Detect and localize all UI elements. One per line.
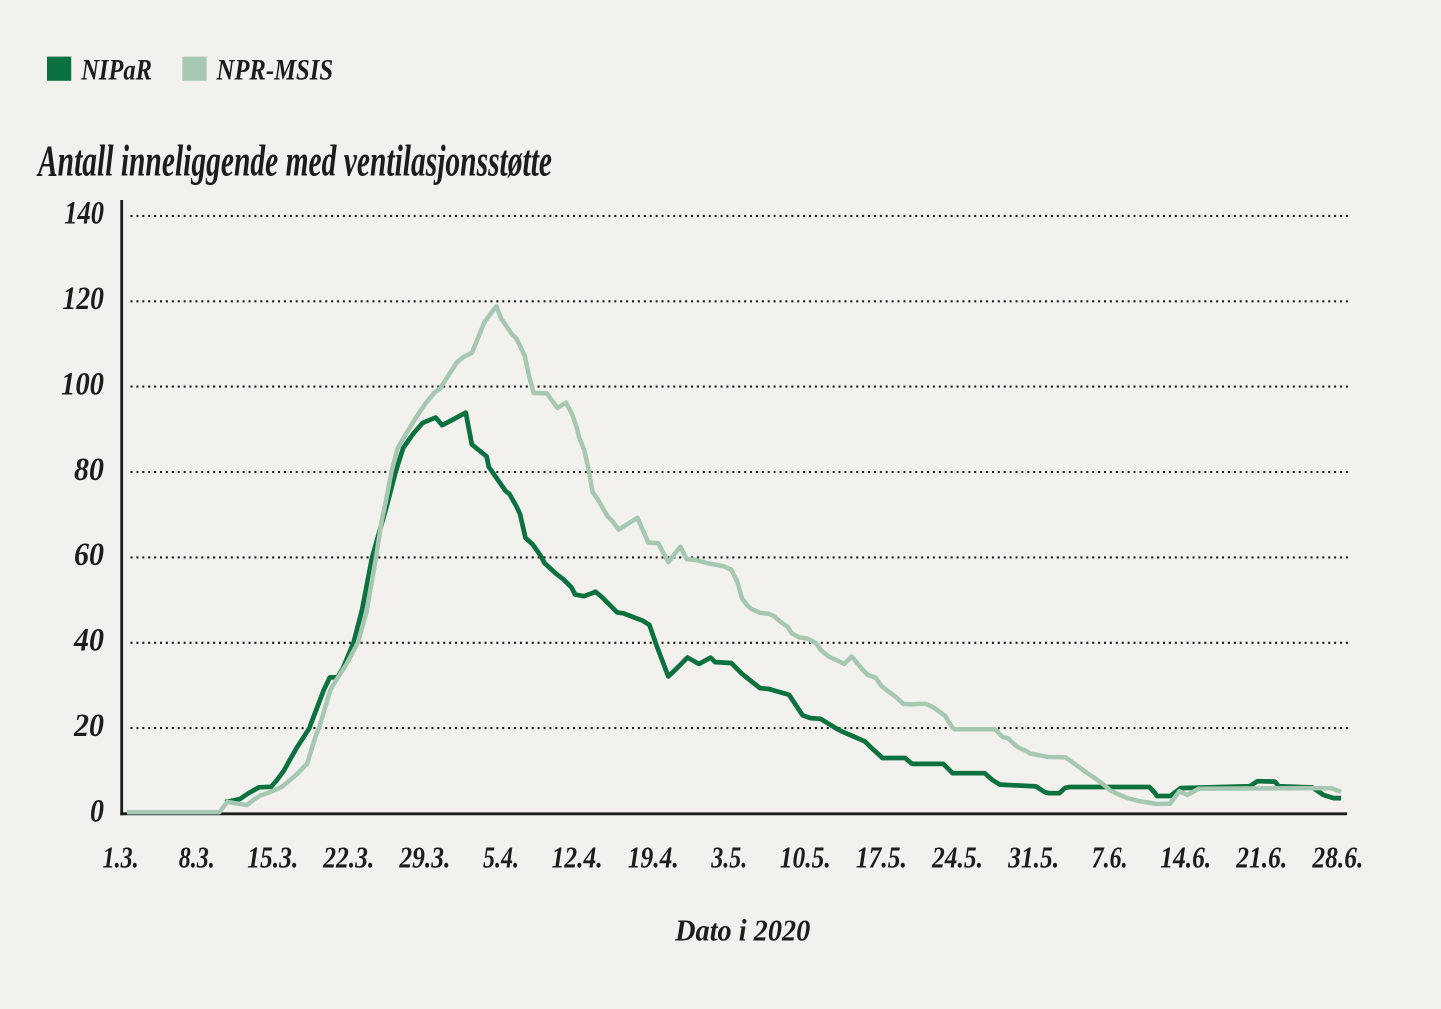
svg-text:12.4.: 12.4. bbox=[552, 840, 603, 875]
svg-text:10.5.: 10.5. bbox=[780, 840, 831, 875]
svg-text:8.3.: 8.3. bbox=[179, 840, 215, 875]
svg-text:0: 0 bbox=[90, 793, 104, 829]
svg-text:1.3.: 1.3. bbox=[103, 840, 139, 875]
svg-text:Dato i 2020: Dato i 2020 bbox=[674, 913, 810, 948]
svg-text:120: 120 bbox=[63, 281, 105, 317]
svg-text:5.4.: 5.4. bbox=[483, 840, 519, 875]
svg-text:21.6.: 21.6. bbox=[1235, 840, 1287, 875]
svg-text:22.3.: 22.3. bbox=[322, 840, 374, 875]
svg-text:100: 100 bbox=[61, 366, 104, 402]
svg-text:3.5.: 3.5. bbox=[710, 840, 747, 875]
svg-text:40: 40 bbox=[73, 623, 104, 659]
svg-text:29.3.: 29.3. bbox=[399, 840, 451, 875]
svg-text:Antall inneliggende med ventil: Antall inneliggende med ventilasjonsstøt… bbox=[36, 137, 552, 186]
svg-text:17.5.: 17.5. bbox=[856, 840, 907, 875]
svg-text:20: 20 bbox=[73, 708, 104, 744]
svg-text:60: 60 bbox=[74, 537, 104, 573]
svg-text:28.6.: 28.6. bbox=[1312, 840, 1364, 875]
svg-text:31.5.: 31.5. bbox=[1007, 840, 1059, 875]
svg-text:15.3.: 15.3. bbox=[247, 840, 298, 875]
svg-text:NIPaR: NIPaR bbox=[80, 54, 152, 87]
svg-text:14.6.: 14.6. bbox=[1160, 840, 1211, 875]
svg-text:7.6.: 7.6. bbox=[1092, 840, 1128, 875]
svg-text:NPR-MSIS: NPR-MSIS bbox=[216, 54, 333, 87]
svg-text:24.5.: 24.5. bbox=[931, 840, 983, 875]
svg-text:80: 80 bbox=[74, 452, 104, 488]
svg-text:19.4.: 19.4. bbox=[628, 840, 679, 875]
svg-text:140: 140 bbox=[64, 196, 104, 232]
